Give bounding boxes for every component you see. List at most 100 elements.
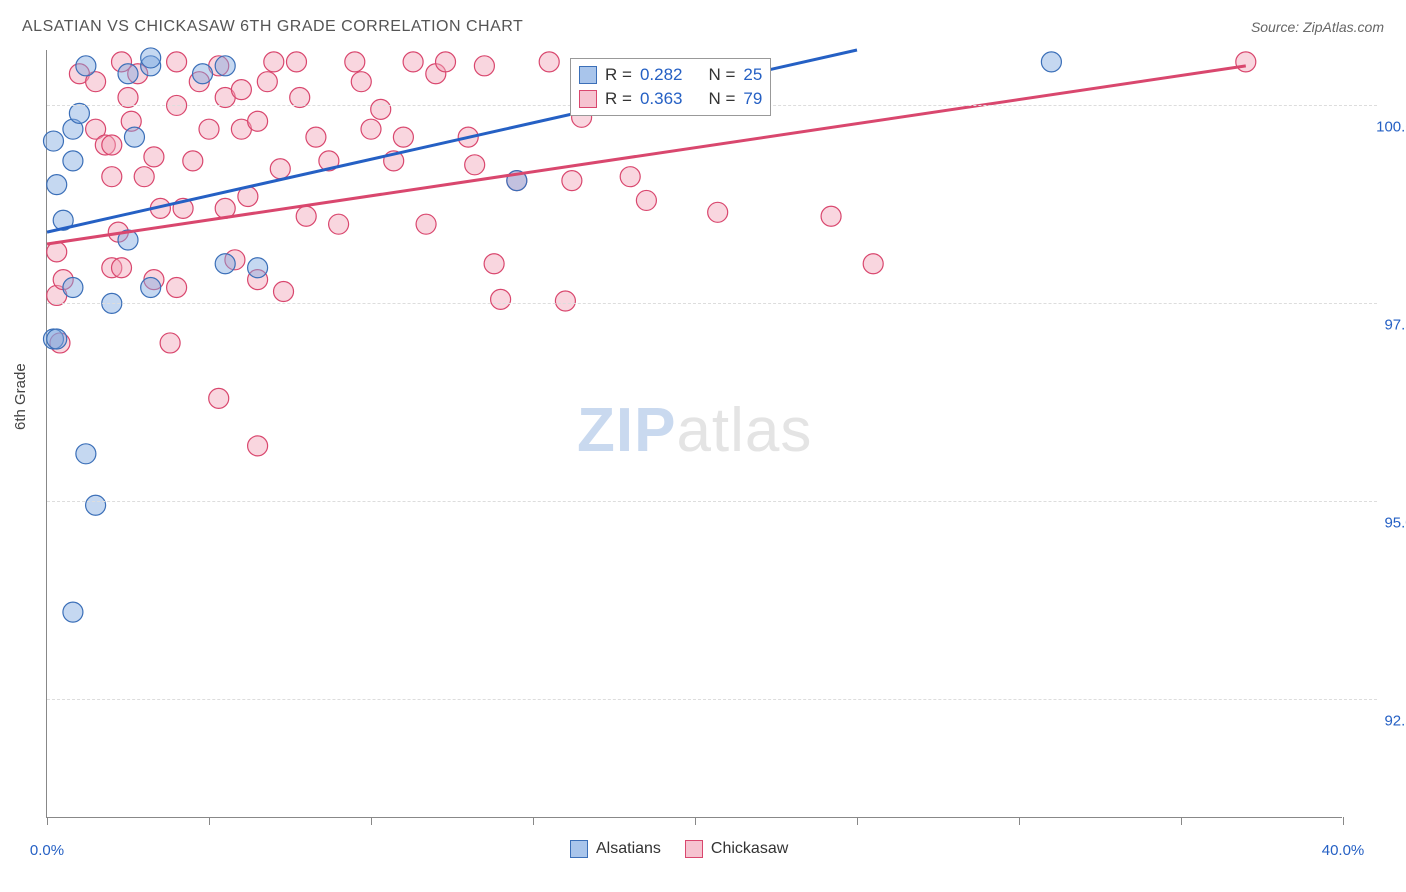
gridline (47, 501, 1377, 502)
data-point (86, 495, 106, 515)
data-point (286, 52, 306, 72)
r-value: 0.282 (640, 65, 683, 85)
data-point (76, 444, 96, 464)
data-point (371, 99, 391, 119)
data-point (47, 175, 67, 195)
legend-label: Chickasaw (711, 840, 788, 858)
n-label: N = (708, 65, 735, 85)
data-point (562, 171, 582, 191)
data-point (403, 52, 423, 72)
data-point (47, 329, 67, 349)
data-point (134, 167, 154, 187)
data-point (393, 127, 413, 147)
r-label: R = (605, 65, 632, 85)
data-point (43, 131, 63, 151)
x-tick (1343, 817, 1344, 825)
data-point (484, 254, 504, 274)
legend-bottom: Alsatians Chickasaw (570, 840, 788, 858)
data-point (215, 254, 235, 274)
legend-item: Chickasaw (685, 840, 788, 858)
y-tick-label: 95.0% (1347, 515, 1406, 532)
plot-area: ZIPatlas 92.5%95.0%97.5%100.0%0.0%40.0% (46, 50, 1342, 818)
data-point (539, 52, 559, 72)
data-point (264, 52, 284, 72)
data-point (416, 214, 436, 234)
r-value: 0.363 (640, 89, 683, 109)
legend-swatch (579, 66, 597, 84)
data-point (361, 119, 381, 139)
x-tick (533, 817, 534, 825)
data-point (63, 602, 83, 622)
data-point (63, 151, 83, 171)
data-point (620, 167, 640, 187)
legend-swatch (570, 840, 588, 858)
x-tick (47, 817, 48, 825)
data-point (345, 52, 365, 72)
legend-swatch (685, 840, 703, 858)
data-point (160, 333, 180, 353)
data-point (1236, 52, 1256, 72)
data-point (141, 278, 161, 298)
x-tick-label: 40.0% (1322, 842, 1365, 859)
n-label: N = (708, 89, 735, 109)
data-point (199, 119, 219, 139)
data-point (248, 111, 268, 131)
data-point (351, 72, 371, 92)
data-point (248, 258, 268, 278)
legend-stats-box: R = 0.282 N = 25 R = 0.363 N = 79 (570, 58, 771, 116)
data-point (102, 167, 122, 187)
data-point (183, 151, 203, 171)
gridline (47, 699, 1377, 700)
n-value: 25 (743, 65, 762, 85)
data-point (118, 64, 138, 84)
data-point (209, 388, 229, 408)
chart-svg (47, 50, 1342, 817)
y-tick-label: 100.0% (1347, 119, 1406, 136)
source-label: Source: ZipAtlas.com (1251, 19, 1384, 35)
x-tick (371, 817, 372, 825)
data-point (231, 80, 251, 100)
gridline (47, 303, 1377, 304)
data-point (257, 72, 277, 92)
data-point (296, 206, 316, 226)
data-point (1041, 52, 1061, 72)
data-point (193, 64, 213, 84)
data-point (274, 281, 294, 301)
data-point (167, 52, 187, 72)
chart-title: ALSATIAN VS CHICKASAW 6TH GRADE CORRELAT… (22, 18, 523, 36)
data-point (306, 127, 326, 147)
legend-swatch (579, 90, 597, 108)
data-point (124, 127, 144, 147)
data-point (329, 214, 349, 234)
y-tick-label: 92.5% (1347, 713, 1406, 730)
x-tick (209, 817, 210, 825)
n-value: 79 (743, 89, 762, 109)
x-tick (857, 817, 858, 825)
data-point (636, 190, 656, 210)
data-point (141, 48, 161, 68)
data-point (474, 56, 494, 76)
x-tick-label: 0.0% (30, 842, 64, 859)
data-point (248, 436, 268, 456)
x-tick (1181, 817, 1182, 825)
data-point (112, 258, 132, 278)
y-tick-label: 97.5% (1347, 317, 1406, 334)
data-point (863, 254, 883, 274)
legend-item: Alsatians (570, 840, 661, 858)
data-point (555, 291, 575, 311)
legend-stats-row: R = 0.282 N = 25 (579, 63, 762, 87)
data-point (76, 56, 96, 76)
data-point (63, 278, 83, 298)
x-tick (695, 817, 696, 825)
data-point (215, 56, 235, 76)
data-point (491, 289, 511, 309)
legend-stats-row: R = 0.363 N = 79 (579, 87, 762, 111)
r-label: R = (605, 89, 632, 109)
data-point (708, 202, 728, 222)
data-point (144, 147, 164, 167)
data-point (167, 278, 187, 298)
data-point (270, 159, 290, 179)
legend-label: Alsatians (596, 840, 661, 858)
x-tick (1019, 817, 1020, 825)
data-point (465, 155, 485, 175)
